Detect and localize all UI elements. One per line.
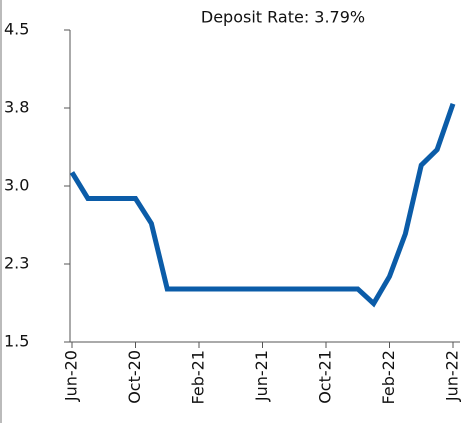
chart-title: Deposit Rate: 3.79% <box>201 8 365 27</box>
x-tick-label: Jun-22 <box>443 350 462 402</box>
x-tick-label: Jun-21 <box>252 350 271 402</box>
y-tick-label: 2.3 <box>4 254 29 273</box>
x-tick-label: Jun-20 <box>62 350 81 402</box>
y-tick-label: 1.5 <box>4 332 29 351</box>
y-tick-label: 4.5 <box>4 20 29 39</box>
y-tick-label: 3.8 <box>4 98 29 117</box>
x-tick-label: Oct-21 <box>316 350 335 404</box>
x-tick-label: Feb-22 <box>379 350 398 404</box>
data-line <box>69 103 456 308</box>
x-tick-label: Feb-21 <box>189 350 208 404</box>
y-tick-label: 3.0 <box>4 176 29 195</box>
x-tick-label: Oct-20 <box>125 350 144 404</box>
